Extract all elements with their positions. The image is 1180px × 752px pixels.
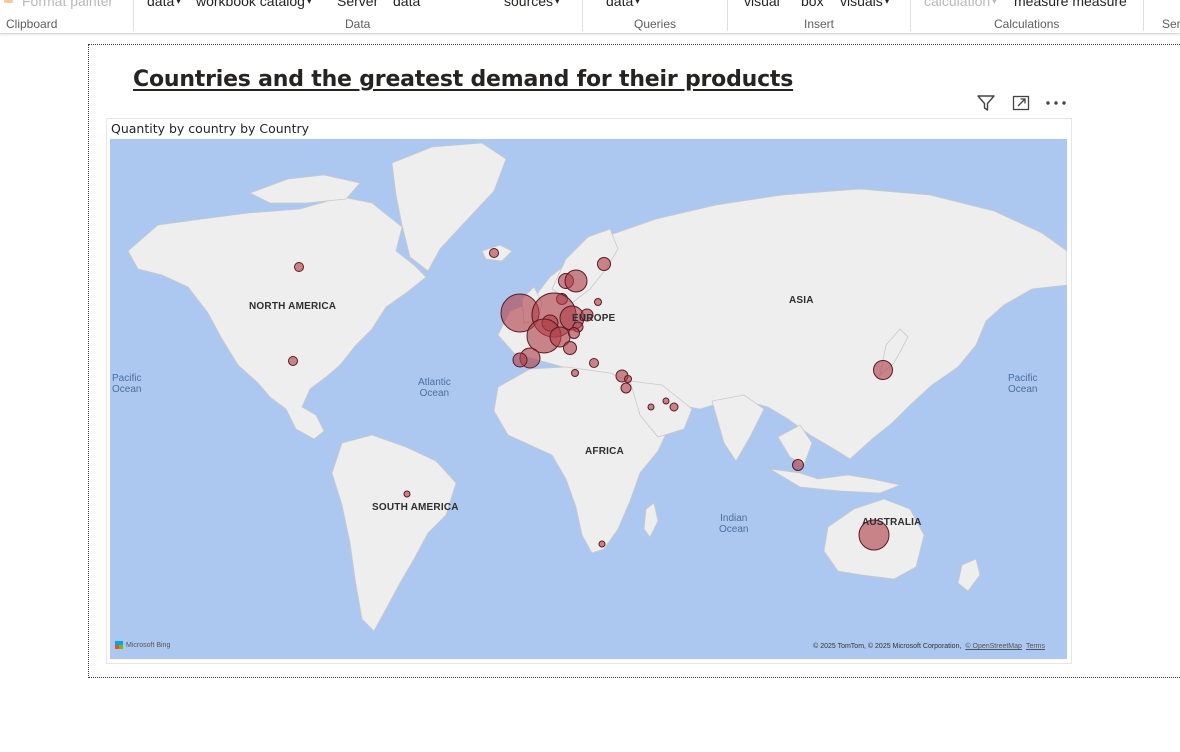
bubble-marker[interactable]	[580, 308, 594, 322]
bubble-marker[interactable]	[571, 369, 579, 377]
recent-sources-button[interactable]: sources ▾	[504, 0, 560, 9]
calculations-group-label: Calculations	[994, 17, 1060, 31]
microsoft-logo-icon	[115, 641, 123, 649]
label-asia: ASIA	[789, 295, 814, 306]
text-box-button[interactable]: box	[801, 0, 824, 9]
bubble-marker[interactable]	[403, 490, 411, 498]
group-divider	[582, 0, 583, 31]
bubble-marker[interactable]	[624, 375, 632, 383]
group-divider	[1143, 0, 1144, 31]
southeast-asia-land	[777, 424, 813, 466]
chevron-down-icon: ▾	[635, 0, 640, 6]
ribbon: Format painter Clipboard data ▾ workbook …	[0, 0, 1180, 34]
map-visual-title: Quantity by country by Country	[111, 121, 310, 136]
get-data-button[interactable]: data ▾	[147, 0, 181, 9]
bubble-marker[interactable]	[564, 269, 588, 293]
label-pacific-ocean-west: Pacific Ocean	[112, 373, 142, 395]
bubble-marker[interactable]	[597, 257, 611, 271]
chevron-down-icon: ▾	[176, 0, 181, 6]
visual-calculation-button[interactable]: calculation ▾	[924, 0, 997, 9]
label-pacific-ocean-east: Pacific Ocean	[1008, 373, 1038, 395]
bubble-marker[interactable]	[294, 262, 304, 272]
chevron-down-icon: ▾	[884, 0, 890, 6]
madagascar-land	[643, 502, 659, 538]
quick-measure-button[interactable]: measure measure	[1014, 0, 1127, 9]
south-america-land	[331, 434, 457, 632]
chevron-down-icon: ▾	[992, 0, 997, 6]
filter-icon[interactable]	[974, 92, 998, 114]
excel-workbook-button[interactable]: workbook catalog ▾	[196, 0, 311, 9]
bubble-marker[interactable]	[873, 360, 893, 380]
arabia-land	[629, 380, 693, 438]
clipboard-group-label: Clipboard	[6, 17, 58, 31]
label-indian-ocean: Indian Ocean	[719, 513, 749, 535]
more-options-icon[interactable]	[1043, 92, 1069, 114]
label-australia: AUSTRALIA	[862, 517, 922, 528]
bubble-marker[interactable]	[858, 519, 890, 551]
data-group-label: Data	[345, 17, 371, 31]
bubble-marker[interactable]	[598, 540, 606, 548]
chevron-down-icon: ▾	[306, 0, 312, 6]
report-title: Countries and the greatest demand for th…	[133, 67, 794, 92]
bubble-marker[interactable]	[620, 382, 632, 394]
label-south-america: SOUTH AMERICA	[372, 502, 459, 513]
label-europe: EUROPE	[572, 313, 616, 324]
selected-visual-frame[interactable]	[88, 44, 1180, 678]
north-america-land	[127, 196, 427, 440]
chevron-down-icon: ▾	[555, 0, 560, 6]
bubble-marker[interactable]	[589, 358, 599, 368]
group-divider	[133, 0, 134, 31]
india-land	[711, 394, 765, 462]
bubble-marker[interactable]	[662, 397, 670, 405]
format-painter-icon[interactable]	[4, 0, 13, 3]
bubble-marker[interactable]	[568, 327, 580, 339]
more-visuals-button[interactable]: visuals ▾	[840, 0, 889, 9]
indonesia-land	[769, 468, 902, 494]
bubble-marker[interactable]	[563, 341, 577, 355]
bubble-marker[interactable]	[647, 403, 655, 411]
format-painter-button[interactable]: Format painter	[22, 0, 114, 9]
bubble-map[interactable]: NORTH AMERICA EUROPE ASIA AFRICA SOUTH A…	[110, 139, 1067, 659]
sensitivity-group-label: Ser	[1162, 17, 1180, 31]
insert-group-label: Insert	[804, 17, 835, 31]
bubble-marker[interactable]	[288, 356, 298, 366]
new-visual-button[interactable]: visual	[744, 0, 780, 9]
group-divider	[910, 0, 911, 31]
bubble-marker[interactable]	[489, 248, 499, 258]
greenland-land	[391, 142, 507, 272]
queries-group-label: Queries	[634, 17, 677, 31]
sql-server-button[interactable]: Server	[337, 0, 379, 9]
map-copyright: © 2025 TomTom, © 2025 Microsoft Corporat…	[813, 643, 1045, 650]
group-divider	[727, 0, 728, 31]
terms-link[interactable]: Terms	[1025, 643, 1045, 650]
label-north-america: NORTH AMERICA	[249, 301, 337, 312]
bubble-marker[interactable]	[594, 298, 602, 306]
world-map-svg	[110, 139, 1067, 659]
enter-data-button[interactable]: data	[393, 0, 421, 9]
transform-data-button[interactable]: data ▾	[606, 0, 640, 9]
label-atlantic-ocean: Atlantic Ocean	[418, 377, 451, 399]
bubble-marker[interactable]	[512, 352, 528, 368]
bing-logo: Microsoft Bing	[115, 641, 170, 649]
label-africa: AFRICA	[585, 446, 624, 457]
bubble-marker[interactable]	[792, 459, 804, 471]
focus-mode-icon[interactable]	[1009, 92, 1033, 114]
new-zealand-land	[957, 558, 981, 592]
bubble-marker[interactable]	[669, 402, 679, 412]
bubble-layer	[288, 248, 893, 551]
arctic-islands-land	[248, 174, 361, 204]
openstreetmap-link[interactable]: © OpenStreetMap	[965, 643, 1022, 650]
